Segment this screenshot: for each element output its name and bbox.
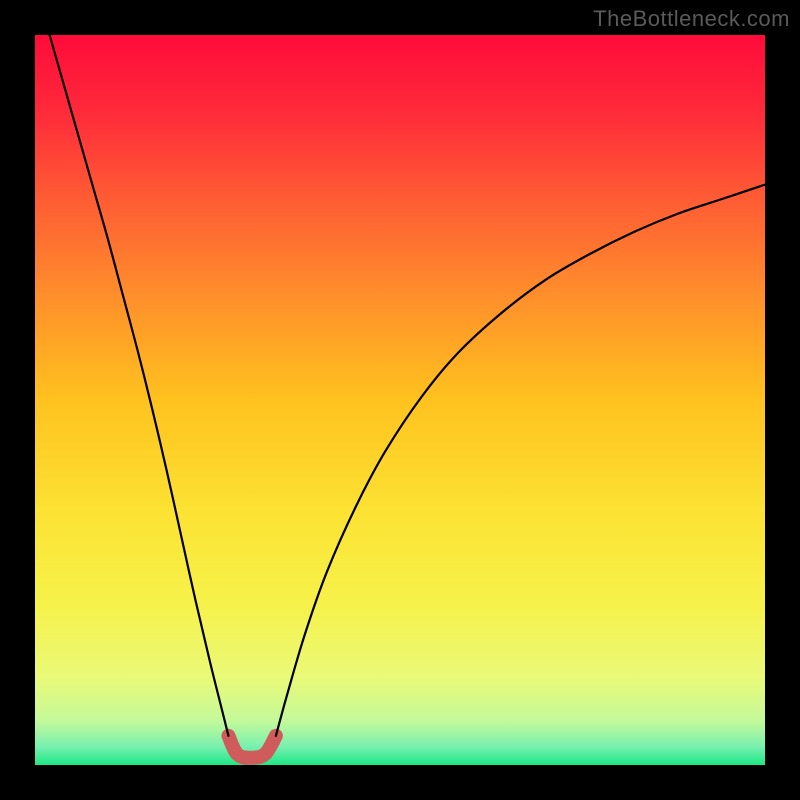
watermark-text: TheBottleneck.com bbox=[593, 6, 790, 32]
chart-curves-svg bbox=[35, 35, 765, 765]
curve-right-branch bbox=[276, 185, 765, 736]
curve-left-branch bbox=[50, 35, 229, 736]
highlight-optimal-zone bbox=[228, 736, 275, 758]
chart-area bbox=[35, 35, 765, 765]
chart-frame: TheBottleneck.com bbox=[0, 0, 800, 800]
